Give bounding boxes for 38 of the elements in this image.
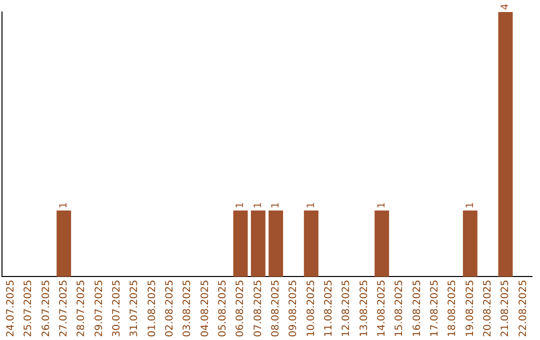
x-tick-label: 11.08.2025: [323, 280, 334, 338]
x-tick-label: 29.07.2025: [94, 280, 105, 338]
x-tick-label: 15.08.2025: [394, 280, 406, 338]
x-tick-label: 28.07.2025: [76, 280, 88, 338]
data-label: 1: [376, 202, 388, 209]
x-tick-label: 05.08.2025: [217, 280, 228, 338]
x-tick-label: 06.08.2025: [235, 280, 246, 338]
x-tick-label: 03.08.2025: [182, 280, 194, 338]
data-label: 4: [500, 4, 512, 10]
x-tick-label: 02.08.2025: [164, 280, 176, 338]
x-tick-label: 30.07.2025: [111, 280, 122, 338]
x-tick-label: 17.08.2025: [429, 280, 440, 338]
x-tick-label: 27.07.2025: [58, 280, 70, 338]
x-tick-label: 24.07.2025: [5, 280, 16, 338]
x-tick-label: 16.08.2025: [412, 280, 423, 338]
x-tick-label: 21.08.2025: [500, 280, 512, 338]
x-tick-label: 22.08.2025: [518, 280, 529, 338]
x-tick-label: 08.08.2025: [270, 280, 282, 338]
x-tick-label: 12.08.2025: [341, 280, 352, 338]
x-tick-label: 25.07.2025: [23, 280, 34, 338]
data-label: 1: [306, 202, 317, 209]
x-tick-label: 04.08.2025: [200, 280, 211, 338]
x-tick-label: 14.08.2025: [376, 280, 388, 338]
x-tick-label: 26.07.2025: [40, 280, 52, 338]
x-tick-label: 07.08.2025: [252, 280, 264, 338]
data-label: 1: [252, 202, 264, 209]
x-tick-label: 09.08.2025: [288, 280, 300, 338]
x-tick-label: 13.08.2025: [358, 280, 370, 338]
x-tick-label: 18.08.2025: [447, 280, 458, 338]
data-label: 1: [235, 202, 246, 209]
x-tick-label: 10.08.2025: [306, 280, 317, 338]
data-label: 1: [464, 202, 476, 209]
x-tick-label: 31.07.2025: [129, 280, 140, 338]
x-tick-label: 01.08.2025: [146, 280, 158, 338]
x-tick-label: 20.08.2025: [482, 280, 494, 338]
data-label: 1: [270, 202, 282, 209]
data-label: 1: [58, 202, 70, 209]
x-tick-label: 19.08.2025: [464, 280, 476, 338]
